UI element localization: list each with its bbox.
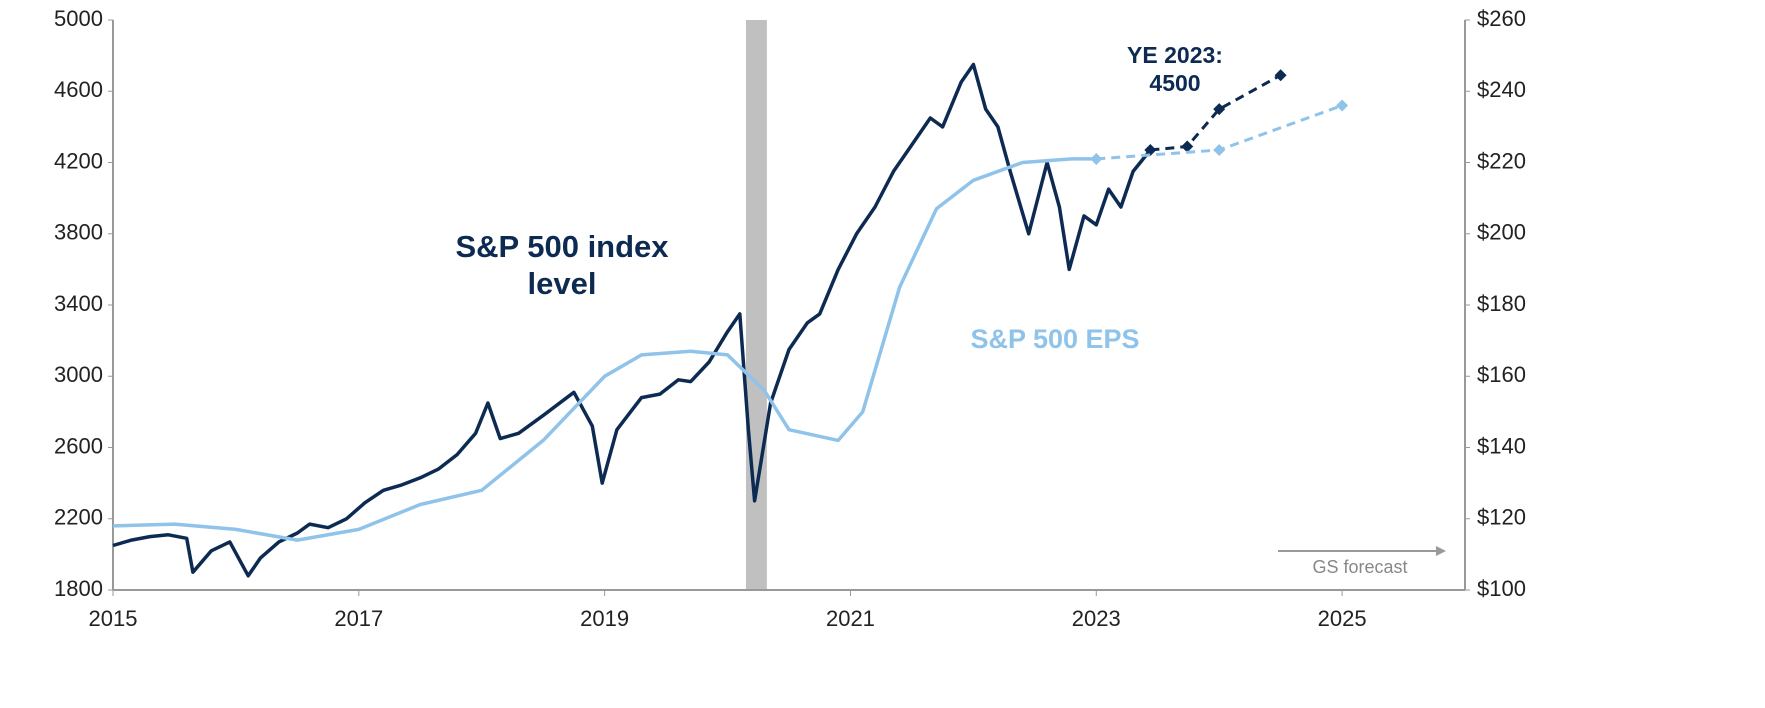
point-marker [1144, 144, 1157, 157]
y2-tick-label: $260 [1477, 6, 1526, 31]
y-tick-label: 4600 [54, 77, 103, 102]
y-tick-label: 4200 [54, 148, 103, 173]
y-tick-label: 3400 [54, 291, 103, 316]
y2-tick-label: $120 [1477, 505, 1526, 530]
y-tick-label: 1800 [54, 576, 103, 601]
y2-tick-label: $140 [1477, 433, 1526, 458]
y2-tick-label: $200 [1477, 220, 1526, 245]
forecast-arrow-head [1436, 546, 1446, 556]
point-marker [1181, 140, 1194, 153]
point-marker [1213, 103, 1226, 116]
eps-label: S&P 500 EPS [970, 324, 1140, 354]
y-tick-label: 5000 [54, 6, 103, 31]
y2-tick-label: $180 [1477, 291, 1526, 316]
x-tick-label: 2015 [89, 606, 138, 631]
y-tick-label: 3000 [54, 362, 103, 387]
x-tick-label: 2025 [1318, 606, 1367, 631]
x-tick-label: 2017 [334, 606, 383, 631]
index-label: S&P 500 index level [455, 229, 669, 302]
y-tick-label: 2200 [54, 505, 103, 530]
point-marker [1336, 99, 1349, 112]
y2-tick-label: $100 [1477, 576, 1526, 601]
ye-annotation: YE 2023: 4500 [1127, 42, 1223, 96]
shaded-region [745, 20, 767, 590]
x-tick-label: 2023 [1072, 606, 1121, 631]
y-tick-label: 3800 [54, 220, 103, 245]
forecast-annotation: GS forecast [1312, 557, 1408, 577]
x-tick-label: 2019 [580, 606, 629, 631]
y2-tick-label: $240 [1477, 77, 1526, 102]
y2-tick-label: $220 [1477, 148, 1526, 173]
plot: 1800 2200 2600 3000 3400 3800 4200 4600 5000 $100… [54, 6, 1526, 631]
point-marker [1090, 152, 1103, 165]
point-marker [1213, 144, 1226, 157]
series-line [112, 62, 1152, 578]
series-line [1150, 73, 1282, 152]
y-tick-label: 2600 [54, 433, 103, 458]
y2-tick-label: $160 [1477, 362, 1526, 387]
point-marker [1274, 69, 1287, 82]
x-tick-label: 2021 [826, 606, 875, 631]
series-line [112, 157, 1097, 542]
